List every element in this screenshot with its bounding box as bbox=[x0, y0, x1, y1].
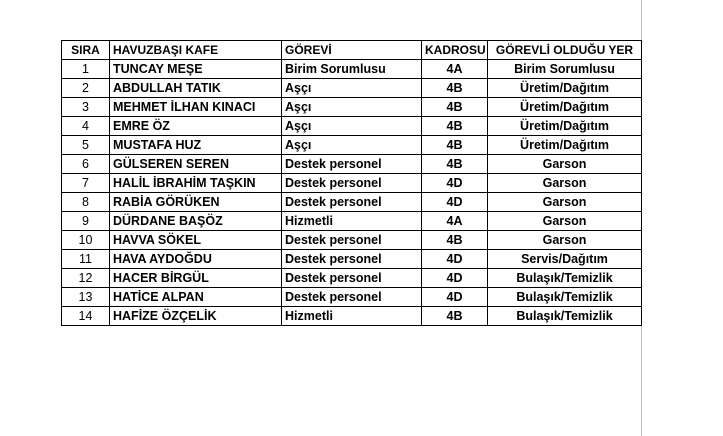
table-row: 4 EMRE ÖZ Aşçı 4B Üretim/Dağıtım bbox=[61, 116, 642, 136]
staff-name: MEHMET İLHAN KINACI bbox=[109, 97, 282, 117]
assigned-place: Garson bbox=[487, 173, 642, 193]
row-number: 9 bbox=[61, 211, 110, 231]
duty: Destek personel bbox=[281, 268, 422, 288]
assigned-place: Üretim/Dağıtım bbox=[487, 97, 642, 117]
duty: Destek personel bbox=[281, 173, 422, 193]
assigned-place: Garson bbox=[487, 154, 642, 174]
row-number: 2 bbox=[61, 78, 110, 98]
table-row: 9 DÜRDANE BAŞÖZ Hizmetli 4A Garson bbox=[61, 211, 642, 231]
duty: Aşçı bbox=[281, 97, 422, 117]
assigned-place: Bulaşık/Temizlik bbox=[487, 287, 642, 307]
row-number: 13 bbox=[61, 287, 110, 307]
table-row: 8 RABİA GÖRÜKEN Destek personel 4D Garson bbox=[61, 192, 642, 212]
row-number: 5 bbox=[61, 135, 110, 155]
cadre: 4D bbox=[421, 268, 488, 288]
assigned-place: Bulaşık/Temizlik bbox=[487, 268, 642, 288]
staff-name: HAFİZE ÖZÇELİK bbox=[109, 306, 282, 326]
cadre: 4D bbox=[421, 287, 488, 307]
table-row: 12 HACER BİRGÜL Destek personel 4D Bulaşık/T… bbox=[61, 268, 642, 288]
staff-name: RABİA GÖRÜKEN bbox=[109, 192, 282, 212]
staff-name: HAVA AYDOĞDU bbox=[109, 249, 282, 269]
duty: Destek personel bbox=[281, 154, 422, 174]
table-row: 5 MUSTAFA HUZ Aşçı 4B Üretim/Dağıtım bbox=[61, 135, 642, 155]
duty: Destek personel bbox=[281, 230, 422, 250]
cadre: 4A bbox=[421, 211, 488, 231]
assigned-place: Garson bbox=[487, 211, 642, 231]
assigned-place: Üretim/Dağıtım bbox=[487, 135, 642, 155]
table-row: 13 HATİCE ALPAN Destek personel 4D Bulaşık/T… bbox=[61, 287, 642, 307]
cadre: 4B bbox=[421, 97, 488, 117]
assigned-place: Garson bbox=[487, 230, 642, 250]
assigned-place: Bulaşık/Temizlik bbox=[487, 306, 642, 326]
row-number: 10 bbox=[61, 230, 110, 250]
cadre: 4B bbox=[421, 78, 488, 98]
row-number: 6 bbox=[61, 154, 110, 174]
cadre: 4D bbox=[421, 192, 488, 212]
row-number: 12 bbox=[61, 268, 110, 288]
staff-name: HALİL İBRAHİM TAŞKIN bbox=[109, 173, 282, 193]
duty: Hizmetli bbox=[281, 306, 422, 326]
row-number: 3 bbox=[61, 97, 110, 117]
table-row: 3 MEHMET İLHAN KINACI Aşçı 4B Üretim/Dağıtım bbox=[61, 97, 642, 117]
table-row: 11 HAVA AYDOĞDU Destek personel 4D Servis/Da… bbox=[61, 249, 642, 269]
duty: Destek personel bbox=[281, 192, 422, 212]
staff-name: DÜRDANE BAŞÖZ bbox=[109, 211, 282, 231]
staff-name: TUNCAY MEŞE bbox=[109, 59, 282, 79]
staff-name: GÜLSEREN SEREN bbox=[109, 154, 282, 174]
column-header: GÖREVİ bbox=[281, 40, 422, 60]
header-row: SIRA HAVUZBAŞI KAFE GÖREVİ KADROSU GÖREVLİ O… bbox=[61, 40, 642, 60]
row-number: 7 bbox=[61, 173, 110, 193]
staff-table: SIRA HAVUZBAŞI KAFE GÖREVİ KADROSU GÖREVLİ O… bbox=[61, 40, 642, 326]
duty: Aşçı bbox=[281, 116, 422, 136]
column-header: KADROSU bbox=[421, 40, 488, 60]
page-edge bbox=[641, 0, 642, 436]
assigned-place: Servis/Dağıtım bbox=[487, 249, 642, 269]
duty: Destek personel bbox=[281, 249, 422, 269]
row-number: 1 bbox=[61, 59, 110, 79]
assigned-place: Birim Sorumlusu bbox=[487, 59, 642, 79]
cadre: 4A bbox=[421, 59, 488, 79]
staff-name: HACER BİRGÜL bbox=[109, 268, 282, 288]
duty: Birim Sorumlusu bbox=[281, 59, 422, 79]
cadre: 4B bbox=[421, 116, 488, 136]
row-number: 11 bbox=[61, 249, 110, 269]
table-row: 6 GÜLSEREN SEREN Destek personel 4B Garson bbox=[61, 154, 642, 174]
column-header: GÖREVLİ OLDUĞU YER bbox=[487, 40, 642, 60]
table-row: 2 ABDULLAH TATIK Aşçı 4B Üretim/Dağıtım bbox=[61, 78, 642, 98]
column-header: HAVUZBAŞI KAFE bbox=[109, 40, 282, 60]
cadre: 4D bbox=[421, 249, 488, 269]
cadre: 4D bbox=[421, 173, 488, 193]
cadre: 4B bbox=[421, 306, 488, 326]
assigned-place: Üretim/Dağıtım bbox=[487, 116, 642, 136]
row-number: 4 bbox=[61, 116, 110, 136]
table-row: 7 HALİL İBRAHİM TAŞKIN Destek personel 4D Ga… bbox=[61, 173, 642, 193]
table-body: SIRA HAVUZBAŞI KAFE GÖREVİ KADROSU GÖREVLİ O… bbox=[61, 40, 642, 326]
assigned-place: Üretim/Dağıtım bbox=[487, 78, 642, 98]
staff-name: HAVVA SÖKEL bbox=[109, 230, 282, 250]
duty: Destek personel bbox=[281, 287, 422, 307]
column-header: SIRA bbox=[61, 40, 110, 60]
duty: Hizmetli bbox=[281, 211, 422, 231]
duty: Aşçı bbox=[281, 135, 422, 155]
table-row: 1 TUNCAY MEŞE Birim Sorumlusu 4A Birim Sorum… bbox=[61, 59, 642, 79]
staff-name: ABDULLAH TATIK bbox=[109, 78, 282, 98]
cadre: 4B bbox=[421, 135, 488, 155]
staff-name: MUSTAFA HUZ bbox=[109, 135, 282, 155]
table-row: 10 HAVVA SÖKEL Destek personel 4B Garson bbox=[61, 230, 642, 250]
staff-name: HATİCE ALPAN bbox=[109, 287, 282, 307]
row-number: 14 bbox=[61, 306, 110, 326]
staff-name: EMRE ÖZ bbox=[109, 116, 282, 136]
cadre: 4B bbox=[421, 230, 488, 250]
assigned-place: Garson bbox=[487, 192, 642, 212]
duty: Aşçı bbox=[281, 78, 422, 98]
table-row: 14 HAFİZE ÖZÇELİK Hizmetli 4B Bulaşık/Temizl… bbox=[61, 306, 642, 326]
row-number: 8 bbox=[61, 192, 110, 212]
cadre: 4B bbox=[421, 154, 488, 174]
